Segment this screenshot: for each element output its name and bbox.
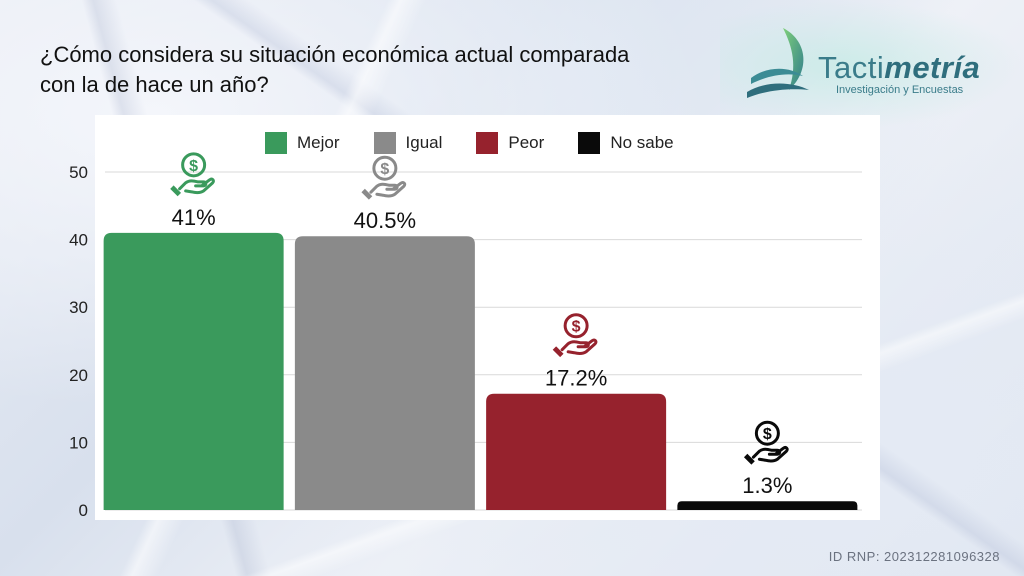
chart-legend: Mejor Igual Peor No sabe — [265, 131, 674, 155]
data-label: 17.2% — [545, 366, 607, 391]
legend-item-mejor: Mejor — [265, 132, 340, 154]
legend-label: Igual — [405, 133, 443, 152]
legend-item-no-sabe: No sabe — [578, 132, 674, 154]
svg-text:$: $ — [763, 426, 772, 443]
bar-no-sabe — [677, 501, 858, 510]
chart-title: ¿Cómo considera su situación económica a… — [40, 40, 700, 100]
legend-swatch — [476, 132, 499, 154]
y-tick-label: 10 — [69, 433, 88, 452]
legend-item-peor: Peor — [476, 132, 544, 154]
data-label: 40.5% — [354, 208, 416, 233]
legend-swatch — [373, 132, 396, 154]
bar-peor — [486, 393, 667, 510]
hand-holding-dollar-icon: $ — [170, 152, 215, 197]
svg-text:$: $ — [380, 161, 389, 178]
hand-holding-dollar-icon: $ — [743, 420, 789, 465]
y-tick-label: 50 — [69, 163, 88, 182]
y-tick-label: 0 — [79, 501, 88, 520]
legend-item-igual: Igual — [373, 132, 443, 154]
legend-label: No sabe — [610, 133, 674, 152]
y-tick-label: 30 — [69, 298, 88, 317]
hand-holding-dollar-icon: $ — [552, 313, 598, 358]
y-tick-label: 20 — [69, 366, 88, 385]
legend-label: Peor — [508, 133, 545, 152]
legend-label: Mejor — [297, 133, 340, 152]
svg-text:$: $ — [572, 319, 581, 336]
legend-swatch — [578, 132, 601, 154]
hand-holding-dollar-icon: $ — [361, 155, 407, 200]
logo-name: Tactimetría — [818, 50, 981, 85]
bar-mejor — [103, 232, 284, 510]
title-line-1: ¿Cómo considera su situación económica a… — [40, 42, 630, 67]
logo-backdrop — [720, 0, 1024, 130]
rnp-id: ID RNP: 202312281096328 — [828, 549, 1000, 564]
title-line-2: con la de hace un año? — [40, 72, 269, 97]
bar-igual — [294, 236, 475, 510]
y-tick-label: 40 — [69, 231, 88, 250]
data-label: 41% — [172, 205, 216, 230]
logo-subtitle: Investigación y Encuestas — [836, 84, 964, 96]
logo-leaf-icon — [747, 28, 809, 98]
svg-text:$: $ — [189, 158, 198, 175]
legend-swatch — [265, 132, 287, 154]
data-label: 1.3% — [742, 473, 792, 498]
